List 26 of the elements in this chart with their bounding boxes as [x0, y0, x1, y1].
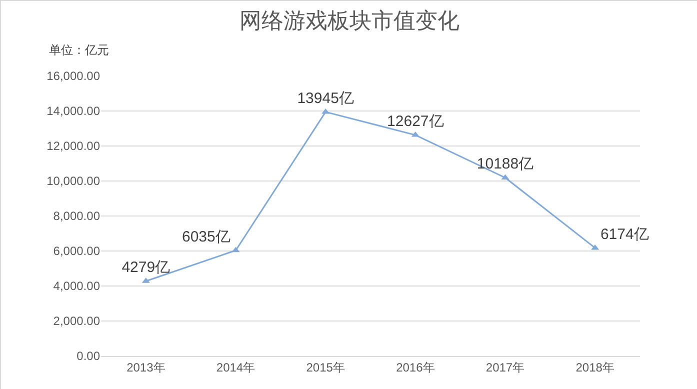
x-tick-label: 2015年 [306, 360, 345, 374]
y-tick-label: 6,000.00 [53, 244, 100, 258]
data-label: 6174亿 [600, 226, 649, 243]
data-label: 10188亿 [476, 156, 534, 173]
x-tick-label: 2016年 [396, 360, 435, 374]
y-tick-label: 12,000.00 [46, 139, 100, 154]
x-tick-label: 2014年 [216, 360, 256, 374]
chart-title: 网络游戏板块市值变化 [240, 8, 460, 34]
y-tick-label: 16,000.00 [46, 69, 100, 84]
data-label: 13945亿 [297, 90, 354, 107]
point [322, 108, 330, 114]
y-tick-label: 4,000.00 [53, 279, 100, 294]
y-tick-label: 0.00 [76, 349, 100, 364]
y-tick-label: 2,000.00 [53, 314, 100, 328]
y-tick-label: 14,000.00 [46, 104, 100, 118]
y-axis-title: 单位：亿元 [49, 43, 109, 57]
x-tick-label: 2018年 [576, 360, 614, 374]
point [232, 246, 240, 252]
x-tick-label: 2017年 [486, 360, 525, 374]
point [591, 244, 600, 250]
y-tick-label: 8,000.00 [53, 209, 100, 224]
y-tick-label: 10,000.00 [46, 174, 100, 188]
x-tick-label: 2013年 [126, 360, 166, 374]
data-label: 12627亿 [387, 112, 444, 130]
data-label: 4279亿 [122, 258, 170, 276]
data-label: 6035亿 [182, 228, 230, 246]
